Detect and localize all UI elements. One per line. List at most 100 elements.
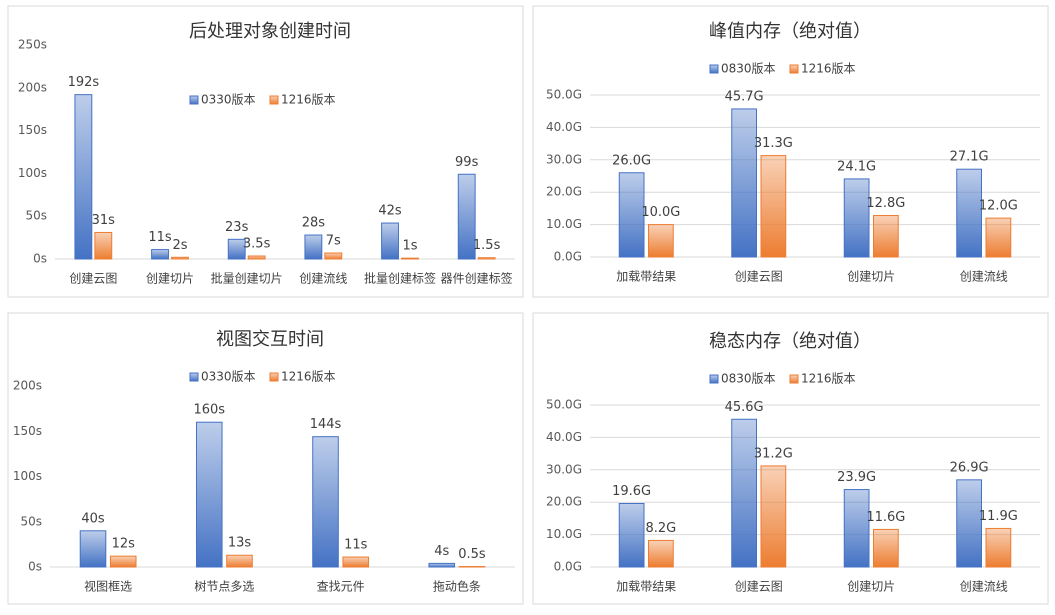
legend-swatch (269, 95, 279, 105)
bar (79, 530, 107, 568)
y-tick-label: 50s (25, 209, 47, 223)
y-tick-label: 150s (18, 123, 47, 137)
x-tick-label: 创建切片 (847, 580, 895, 594)
bar (731, 418, 757, 568)
value-label: 12.0G (979, 199, 1018, 214)
x-tick-label: 批量创建标签 (364, 271, 436, 286)
y-tick-label: 20.0G (546, 495, 582, 509)
legend-swatch (789, 64, 799, 74)
x-tick-label: 创建流线 (299, 272, 347, 286)
bar (381, 222, 399, 260)
value-label: 19.6G (612, 484, 651, 499)
y-tick-label: 40.0G (546, 120, 582, 134)
y-tick-label: 50.0G (546, 398, 582, 412)
legend-label: 1216版本 (281, 370, 336, 384)
x-tick-label: 器件创建标签 (441, 271, 513, 286)
y-tick-label: 0s (33, 252, 47, 266)
bar (171, 256, 189, 260)
legend-swatch (789, 374, 799, 384)
bar (760, 155, 787, 258)
x-tick-label: 树节点多选 (194, 579, 254, 594)
value-label: 11.6G (866, 510, 905, 525)
x-tick-label: 创建流线 (960, 580, 1008, 594)
x-tick-label: 创建切片 (146, 272, 194, 286)
value-label: 23s (225, 220, 249, 235)
value-label: 192s (68, 75, 100, 90)
legend-label: 0830版本 (721, 372, 776, 386)
x-tick-label: 批量创建切片 (211, 271, 283, 286)
x-tick-label: 创建云图 (69, 272, 117, 286)
value-label: 4s (434, 544, 449, 559)
value-label: 10.0G (641, 205, 680, 220)
bar (304, 234, 323, 260)
x-tick-label: 创建切片 (847, 270, 895, 284)
y-tick-label: 30.0G (546, 152, 582, 166)
x-tick-label: 创建云图 (735, 580, 783, 594)
value-label: 1s (402, 239, 417, 254)
value-label: 13s (228, 536, 252, 551)
bar (843, 178, 870, 258)
bar (618, 502, 645, 568)
value-label: 31.3G (754, 136, 793, 151)
bar (843, 489, 870, 568)
value-label: 8.2G (646, 521, 677, 536)
legend-swatch (709, 64, 719, 74)
y-tick-label: 200s (18, 80, 47, 94)
value-label: 28s (302, 216, 326, 231)
y-tick-label: 0.0G (554, 250, 582, 264)
y-tick-label: 10.0G (546, 217, 582, 231)
value-label: 24.1G (837, 159, 876, 174)
bar (731, 108, 757, 258)
bar (401, 257, 419, 260)
value-label: 12s (112, 537, 136, 552)
legend-label: 1216版本 (281, 93, 336, 107)
bar (74, 94, 93, 260)
x-tick-label: 创建云图 (735, 270, 783, 284)
y-tick-label: 250s (18, 38, 47, 52)
bar (956, 168, 982, 258)
bar (342, 556, 370, 568)
value-label: 45.7G (725, 89, 764, 104)
y-tick-label: 200s (13, 379, 42, 393)
value-label: 45.6G (725, 400, 764, 415)
chart-title: 峰值内存（绝对值） (709, 21, 871, 42)
bar (477, 257, 496, 260)
y-tick-label: 10.0G (546, 527, 582, 541)
value-label: 160s (193, 403, 225, 418)
value-label: 26.9G (950, 460, 989, 475)
legend-swatch (269, 372, 279, 382)
value-label: 11.9G (979, 509, 1018, 524)
chart-title: 视图交互时间 (216, 329, 324, 350)
legend-swatch (189, 95, 199, 105)
legend-label: 0330版本 (201, 370, 256, 384)
bar (226, 554, 253, 568)
x-tick-label: 创建流线 (960, 270, 1008, 284)
bar (94, 231, 113, 260)
y-tick-label: 30.0G (546, 462, 582, 476)
y-tick-label: 20.0G (546, 185, 582, 199)
bar (457, 173, 476, 260)
bar (151, 249, 169, 260)
x-tick-label: 查找元件 (317, 580, 365, 594)
value-label: 2s (172, 238, 187, 253)
value-label: 3.5s (243, 237, 271, 252)
value-label: 23.9G (837, 470, 876, 485)
x-tick-label: 拖动色条 (433, 580, 481, 594)
legend-swatch (189, 372, 199, 382)
bar (324, 252, 343, 260)
value-label: 26.0G (612, 153, 651, 168)
value-label: 144s (310, 417, 342, 432)
y-tick-label: 50s (20, 514, 42, 528)
value-label: 12.8G (866, 196, 905, 211)
legend-label: 1216版本 (801, 62, 856, 76)
value-label: 11s (344, 538, 368, 553)
bar (873, 215, 899, 258)
legend-label: 0830版本 (721, 62, 776, 76)
bar (227, 238, 246, 260)
bar (109, 555, 137, 568)
bar (648, 539, 674, 568)
bar (956, 479, 982, 568)
bar (648, 224, 674, 258)
y-tick-label: 150s (13, 424, 42, 438)
